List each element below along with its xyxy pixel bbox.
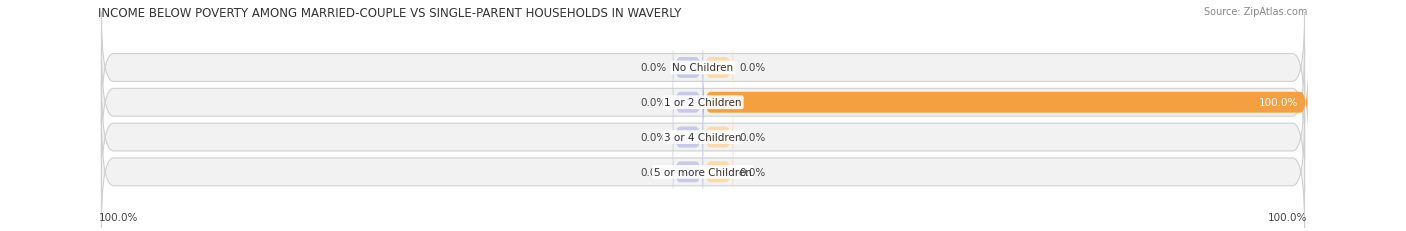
FancyBboxPatch shape <box>101 82 1305 193</box>
FancyBboxPatch shape <box>703 72 1308 134</box>
FancyBboxPatch shape <box>672 141 703 203</box>
Text: 100.0%: 100.0% <box>1260 98 1299 108</box>
Text: 0.0%: 0.0% <box>740 132 765 143</box>
Text: 0.0%: 0.0% <box>740 167 765 177</box>
Text: 0.0%: 0.0% <box>641 98 666 108</box>
FancyBboxPatch shape <box>703 141 734 203</box>
FancyBboxPatch shape <box>703 106 734 169</box>
Text: No Children: No Children <box>672 63 734 73</box>
Text: 0.0%: 0.0% <box>641 132 666 143</box>
Text: Source: ZipAtlas.com: Source: ZipAtlas.com <box>1204 7 1308 17</box>
FancyBboxPatch shape <box>672 72 703 134</box>
Text: 3 or 4 Children: 3 or 4 Children <box>664 132 742 143</box>
Text: 0.0%: 0.0% <box>740 63 765 73</box>
Text: 1 or 2 Children: 1 or 2 Children <box>664 98 742 108</box>
FancyBboxPatch shape <box>672 37 703 99</box>
Text: 0.0%: 0.0% <box>641 63 666 73</box>
Text: 100.0%: 100.0% <box>1268 212 1308 222</box>
FancyBboxPatch shape <box>101 117 1305 228</box>
Text: 0.0%: 0.0% <box>641 167 666 177</box>
FancyBboxPatch shape <box>101 47 1305 158</box>
Text: 5 or more Children: 5 or more Children <box>654 167 752 177</box>
FancyBboxPatch shape <box>703 37 734 99</box>
Text: 100.0%: 100.0% <box>98 212 138 222</box>
FancyBboxPatch shape <box>101 13 1305 124</box>
FancyBboxPatch shape <box>672 106 703 169</box>
Text: INCOME BELOW POVERTY AMONG MARRIED-COUPLE VS SINGLE-PARENT HOUSEHOLDS IN WAVERLY: INCOME BELOW POVERTY AMONG MARRIED-COUPL… <box>98 7 682 20</box>
